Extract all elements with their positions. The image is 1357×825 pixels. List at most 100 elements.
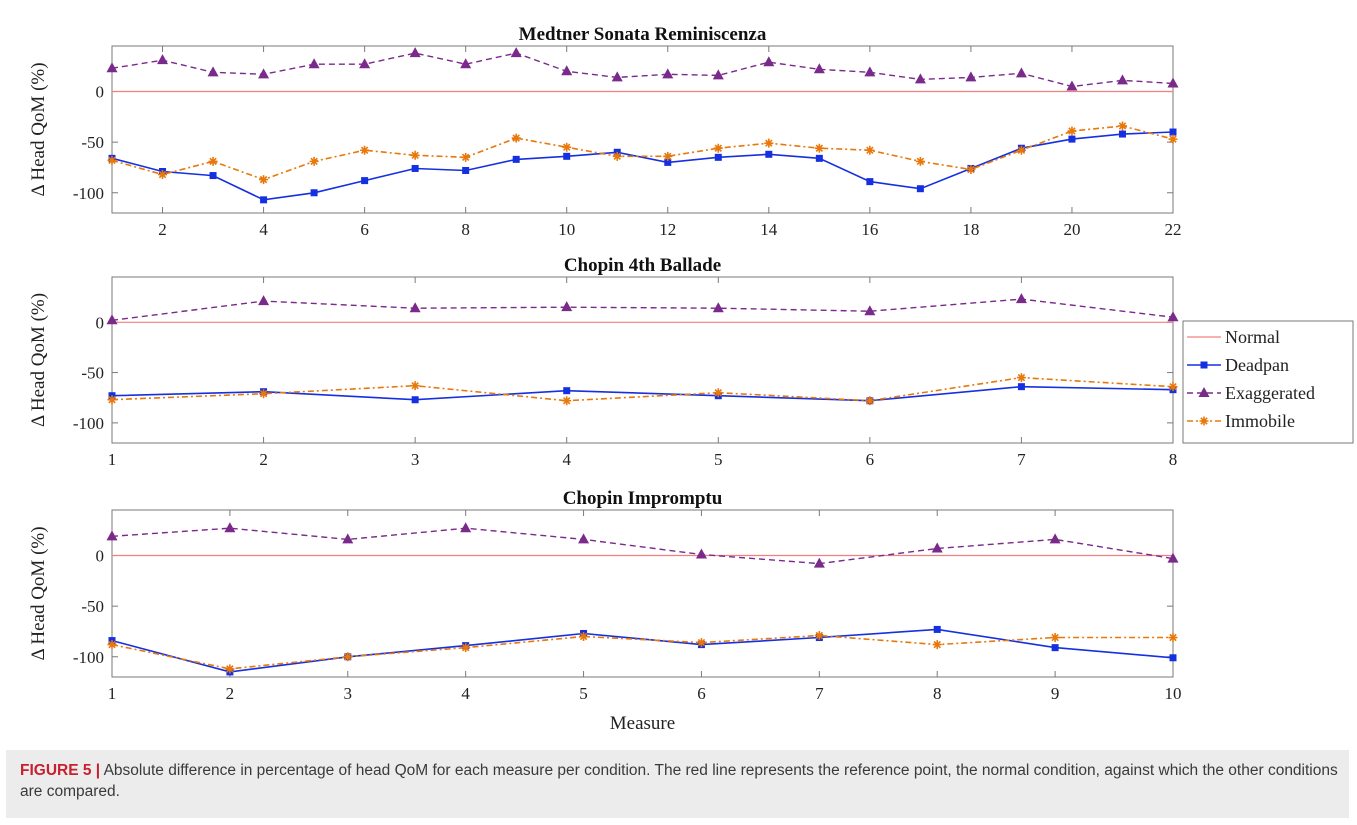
y-tick-label: -100 — [73, 184, 104, 203]
series-immobile — [107, 121, 1178, 185]
chart-title: Chopin Impromptu — [563, 488, 723, 509]
y-tick-label: -50 — [81, 364, 104, 383]
data-point-deadpan — [1169, 128, 1177, 136]
data-point-immobile — [461, 643, 471, 653]
series-line-immobile — [111, 376, 1174, 402]
data-point-immobile — [107, 395, 117, 405]
data-point-deadpan — [933, 625, 941, 633]
data-point-deadpan — [1068, 135, 1076, 143]
data-point-exaggerated — [1015, 293, 1027, 304]
x-tick-label: 18 — [962, 220, 979, 239]
data-point-immobile — [966, 164, 976, 174]
data-point-immobile — [814, 631, 824, 641]
y-tick-label: 0 — [96, 547, 105, 566]
data-point-immobile — [360, 145, 370, 155]
x-tick-label: 2 — [158, 220, 167, 239]
data-point-immobile — [259, 175, 269, 185]
data-point-immobile — [1050, 633, 1060, 643]
chart-panel-2: Chopin 4th Ballade Δ Head QoM (%) -100 -50 0… — [28, 255, 1354, 469]
series-immobile — [107, 373, 1178, 406]
data-point-deadpan — [563, 152, 571, 160]
data-point-immobile — [343, 652, 353, 662]
x-tick-label: 2 — [226, 684, 235, 703]
data-point-immobile — [562, 142, 572, 152]
chart-panel-3: Chopin Impromptu Δ Head QoM (%) -100 -50 0 1 2… — [28, 488, 1182, 734]
series-line-exaggerated — [111, 298, 1174, 321]
data-point-immobile — [309, 156, 319, 166]
data-point-exaggerated — [157, 54, 169, 65]
data-point-exaggerated — [914, 73, 926, 84]
data-point-immobile — [1067, 126, 1077, 136]
data-point-immobile — [915, 156, 925, 166]
x-tick-label: 1 — [108, 684, 117, 703]
data-point-exaggerated — [965, 71, 977, 82]
data-point-exaggerated — [931, 542, 943, 553]
data-point-immobile — [461, 152, 471, 162]
data-point-exaggerated — [409, 47, 421, 58]
plot-area — [111, 45, 1174, 214]
chart-panel-1: Medtner Sonata Reminiscenza Δ Head QoM (%… — [28, 24, 1182, 239]
y-tick-label: -50 — [81, 597, 104, 616]
data-point-exaggerated — [1116, 74, 1128, 85]
data-point-exaggerated — [1167, 77, 1179, 88]
y-tick-label: -100 — [73, 414, 104, 433]
y-axis-label: Δ Head QoM (%) — [28, 293, 49, 427]
data-point-immobile — [225, 664, 235, 674]
data-point-exaggerated — [763, 56, 775, 67]
data-point-exaggerated — [1167, 552, 1179, 563]
x-tick-label: 7 — [1017, 450, 1026, 469]
series-exaggerated — [106, 293, 1179, 325]
data-point-immobile — [612, 151, 622, 161]
data-point-deadpan — [310, 189, 318, 197]
data-point-deadpan — [714, 153, 722, 161]
data-point-exaggerated — [1049, 533, 1061, 544]
data-point-deadpan — [866, 178, 874, 186]
legend-label-normal: Normal — [1225, 327, 1280, 347]
y-axis-label: Δ Head QoM (%) — [28, 526, 49, 660]
legend-box — [1182, 320, 1354, 444]
x-tick-label: 4 — [562, 450, 571, 469]
data-point-immobile — [107, 155, 117, 165]
x-tick-label: 14 — [760, 220, 778, 239]
data-point-immobile — [1168, 633, 1178, 643]
data-point-immobile — [1117, 121, 1127, 131]
y-tick-label: -50 — [81, 133, 104, 152]
x-tick-label: 6 — [360, 220, 369, 239]
chart-title: Chopin 4th Ballade — [564, 255, 721, 276]
series-exaggerated — [106, 522, 1179, 568]
x-tick-label: 2 — [259, 450, 268, 469]
series-line-deadpan — [111, 131, 1174, 201]
data-point-exaggerated — [578, 533, 590, 544]
data-point-immobile — [865, 396, 875, 406]
legend: Normal Deadpan Exaggerated Immobile — [1182, 320, 1354, 444]
data-point-exaggerated — [561, 65, 573, 76]
y-tick-label: 0 — [96, 313, 105, 332]
plot-area — [111, 276, 1174, 444]
x-tick-label: 4 — [461, 684, 470, 703]
data-point-exaggerated — [258, 295, 270, 306]
legend-label-exaggerated: Exaggerated — [1225, 383, 1315, 403]
y-axis-label: Δ Head QoM (%) — [28, 62, 49, 196]
data-point-immobile — [1168, 134, 1178, 144]
data-point-deadpan — [916, 185, 924, 193]
data-point-immobile — [1016, 145, 1026, 155]
series-immobile — [107, 631, 1178, 674]
x-tick-label: 5 — [714, 450, 723, 469]
data-point-immobile — [158, 170, 168, 180]
data-point-deadpan — [1051, 644, 1059, 652]
x-tick-label: 5 — [579, 684, 588, 703]
x-tick-label: 4 — [259, 220, 268, 239]
data-point-exaggerated — [712, 302, 724, 313]
data-point-deadpan — [563, 387, 571, 395]
data-point-exaggerated — [258, 68, 270, 79]
legend-marker-immobile — [1199, 416, 1209, 426]
data-point-immobile — [410, 381, 420, 391]
x-tick-label: 6 — [866, 450, 875, 469]
data-point-immobile — [713, 388, 723, 398]
x-tick-label: 20 — [1063, 220, 1080, 239]
data-point-exaggerated — [106, 314, 118, 325]
caption-box: FIGURE 5 | Absolute difference in percen… — [6, 750, 1349, 818]
data-point-immobile — [259, 389, 269, 399]
plot-area — [111, 509, 1174, 678]
data-point-deadpan — [815, 154, 823, 162]
